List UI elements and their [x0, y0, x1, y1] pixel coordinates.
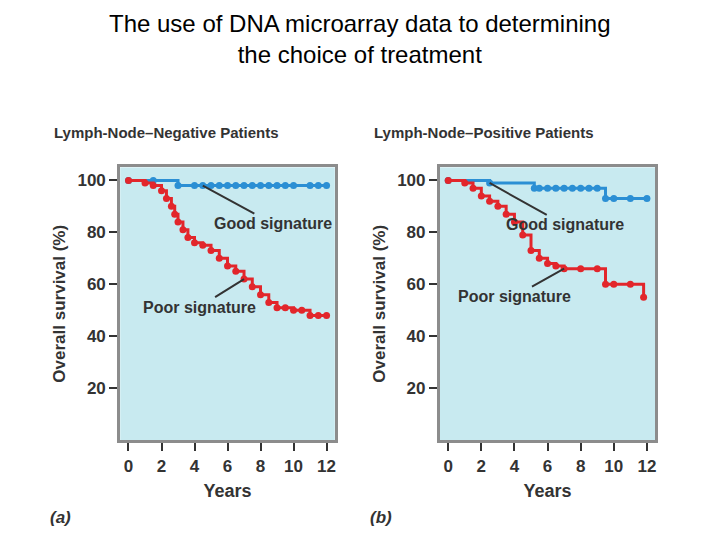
svg-text:The use of DNA microarray data: The use of DNA microarray data to determ… [109, 10, 611, 68]
svg-text:Good signature: Good signature [214, 215, 332, 232]
svg-text:40: 40 [407, 327, 426, 346]
svg-text:12: 12 [317, 457, 336, 476]
svg-text:4: 4 [190, 457, 200, 476]
svg-text:Lymph-Node–Positive Patients: Lymph-Node–Positive Patients [374, 124, 594, 141]
svg-text:100: 100 [77, 171, 105, 190]
svg-text:2: 2 [477, 457, 486, 476]
svg-text:0: 0 [124, 457, 133, 476]
svg-text:8: 8 [256, 457, 265, 476]
svg-text:(b): (b) [370, 508, 392, 527]
svg-text:10: 10 [604, 457, 623, 476]
svg-text:6: 6 [223, 457, 232, 476]
svg-text:12: 12 [637, 457, 656, 476]
svg-text:20: 20 [87, 379, 106, 398]
svg-text:Years: Years [524, 481, 572, 501]
svg-text:4: 4 [510, 457, 520, 476]
svg-text:100: 100 [397, 171, 425, 190]
svg-text:6: 6 [543, 457, 552, 476]
svg-text:20: 20 [407, 379, 426, 398]
svg-text:10: 10 [284, 457, 303, 476]
svg-text:Poor signature: Poor signature [143, 299, 256, 316]
svg-text:(a): (a) [50, 508, 71, 527]
svg-text:Overall survival (%): Overall survival (%) [50, 225, 69, 383]
svg-text:Overall survival (%): Overall survival (%) [370, 225, 389, 383]
svg-text:0: 0 [443, 457, 452, 476]
svg-text:Years: Years [203, 481, 251, 501]
svg-text:80: 80 [87, 223, 106, 242]
svg-text:Lymph-Node–Negative Patients: Lymph-Node–Negative Patients [54, 124, 279, 141]
svg-text:40: 40 [87, 327, 106, 346]
svg-text:60: 60 [407, 275, 426, 294]
svg-text:Poor signature: Poor signature [458, 288, 571, 305]
svg-text:2: 2 [157, 457, 166, 476]
svg-text:8: 8 [576, 457, 585, 476]
svg-text:60: 60 [87, 275, 106, 294]
svg-text:80: 80 [407, 223, 426, 242]
svg-text:Good signature: Good signature [506, 216, 624, 233]
